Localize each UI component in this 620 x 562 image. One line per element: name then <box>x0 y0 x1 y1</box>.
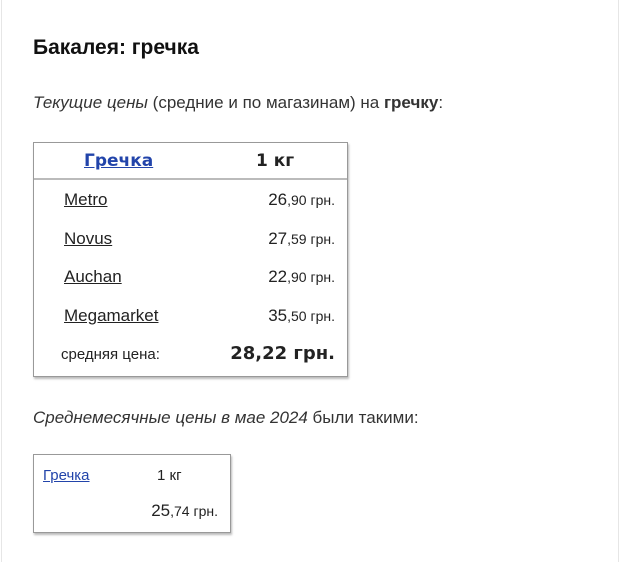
store-link[interactable]: Novus <box>64 228 113 248</box>
product-link[interactable]: Гречка <box>84 151 154 171</box>
price-rest: ,74 грн. <box>170 503 218 519</box>
table-row: Metro 26,90 грн. <box>34 180 347 219</box>
intro-text: Текущие цены (средние и по магазинам) на… <box>33 93 443 113</box>
monthly-prices-table: Гречка 1 кг 25,74 грн. <box>33 454 231 533</box>
price-main: 27 <box>268 228 288 248</box>
table-row: Novus 27,59 грн. <box>34 219 347 258</box>
product-link[interactable]: Гречка <box>43 467 90 484</box>
price: 26,90 грн. <box>268 190 335 210</box>
unit-label: 1 кг <box>157 467 182 484</box>
table-row: Megamarket 35,50 грн. <box>34 296 347 335</box>
average-row: средняя цена: 28,22 грн. <box>34 334 347 373</box>
average-label: средняя цена: <box>61 346 160 363</box>
price-main: 25 <box>151 501 171 520</box>
monthly-price: 25,74 грн. <box>151 501 218 521</box>
price: 27,59 грн. <box>268 229 335 249</box>
price-rest: ,50 грн. <box>287 307 335 324</box>
unit-label: 1 кг <box>256 151 295 171</box>
store-link[interactable]: Auchan <box>64 267 122 286</box>
monthly-text: Среднемесячные цены в мае 2024 были таки… <box>33 408 419 428</box>
price-main: 26 <box>268 190 288 209</box>
store-link[interactable]: Metro <box>64 190 108 209</box>
price-rest: ,90 грн. <box>287 192 335 208</box>
monthly-italic: Среднемесячные цены в мае 2024 <box>33 408 308 427</box>
monthly-normal: были такими: <box>307 408 419 427</box>
price-main: 22 <box>268 267 288 286</box>
price-rest: ,59 грн. <box>287 230 335 247</box>
price: 35,50 грн. <box>268 306 335 326</box>
average-price: 28,22 грн. <box>230 343 335 364</box>
price-rest: ,90 грн. <box>287 269 335 285</box>
price-main: 35 <box>268 305 288 325</box>
intro-italic: Текущие цены <box>33 93 148 112</box>
table-row: Auchan 22,90 грн. <box>34 257 347 296</box>
intro-normal: (средние и по магазинам) на <box>147 93 384 112</box>
page-title: Бакалея: гречка <box>33 36 199 59</box>
current-prices-table: Гречка 1 кг Metro 26,90 грн. Novus 27,59 г… <box>33 142 348 377</box>
store-link[interactable]: Megamarket <box>64 305 159 325</box>
price: 22,90 грн. <box>268 267 335 287</box>
intro-end: : <box>438 93 444 112</box>
table-header: Гречка 1 кг <box>34 143 347 180</box>
intro-bold: гречку <box>383 93 439 112</box>
